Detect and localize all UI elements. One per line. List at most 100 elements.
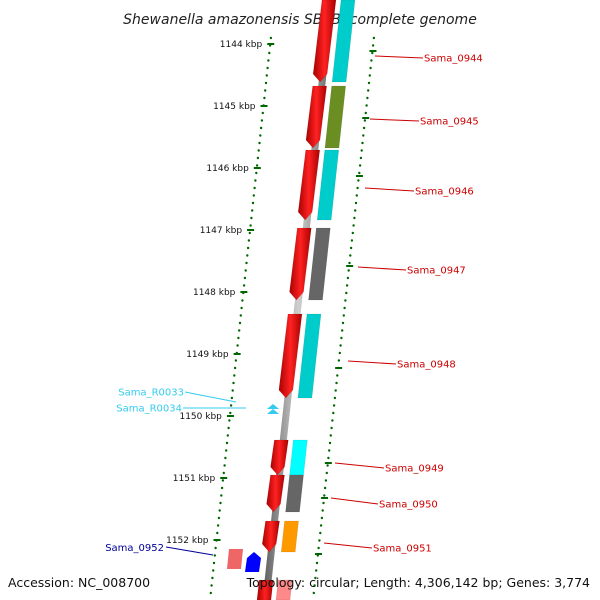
gc-dot-left [244, 269, 247, 272]
gc-dot-right [367, 89, 370, 92]
gene-label[interactable]: Sama_0950 [379, 500, 438, 511]
gc-dot-right [333, 396, 337, 400]
gc-dot-left [252, 194, 255, 197]
gc-dot-right [368, 74, 371, 77]
gc-dot-left [223, 464, 226, 467]
gene-class-block[interactable] [275, 579, 293, 600]
gc-dot-left [266, 66, 269, 70]
ruler-tick-label: 1148 kbp [193, 288, 236, 298]
gc-dot-right [331, 419, 334, 422]
cds-reverse-arrow[interactable] [245, 552, 261, 572]
gc-dot-right [324, 479, 328, 482]
gc-dot-right [351, 231, 354, 235]
cds-forward-arrow[interactable] [266, 474, 285, 513]
gc-dot-right [353, 216, 356, 220]
gc-dot-left [238, 321, 242, 325]
gc-dot-right [328, 441, 332, 445]
cds-forward-arrow[interactable] [256, 579, 274, 600]
cds-reverse-block[interactable] [227, 549, 243, 569]
gc-dot-left [214, 546, 217, 550]
gene-class-block[interactable] [324, 85, 346, 149]
gc-dot-right [356, 186, 359, 190]
gc-dot-right [354, 209, 357, 212]
gc-dot-left [253, 186, 256, 190]
cds-forward-arrow[interactable] [305, 85, 327, 149]
gc-dot-left [254, 179, 257, 182]
gene-leader-line [334, 462, 385, 469]
gene-leader-line [323, 542, 373, 549]
gc-dot-right [342, 314, 345, 317]
gene-label[interactable]: Sama_0951 [373, 544, 432, 555]
gc-dot-left [218, 509, 221, 512]
gene-label[interactable]: Sama_0945 [420, 117, 479, 128]
cds-forward-arrow[interactable] [278, 313, 303, 399]
gc-dot-left [234, 359, 238, 362]
gc-dot-right [346, 276, 350, 280]
gc-dot-right [348, 261, 351, 265]
gc-dot-right [349, 254, 352, 257]
gc-dot-left [255, 164, 259, 167]
gc-dot-left [250, 216, 253, 220]
gene-label[interactable]: Sama_0946 [415, 187, 474, 198]
gc-dot-left [233, 366, 237, 370]
ruler-tick-label: 1152 kbp [166, 536, 209, 546]
gene-label[interactable]: Sama_0947 [407, 266, 466, 277]
gene-leader-line [369, 118, 420, 122]
gc-dot-right [371, 44, 375, 47]
gc-dot-left [258, 141, 261, 145]
gc-dot-right [320, 516, 324, 520]
gene-class-block[interactable] [316, 149, 340, 221]
gc-dot-right [345, 291, 348, 295]
gc-dot-left [269, 36, 273, 40]
gc-dot-left [212, 569, 215, 572]
gc-dot-right [352, 224, 355, 227]
rna-label[interactable]: Sama_R0033 [118, 388, 184, 399]
gene-class-block[interactable] [308, 227, 331, 301]
gc-dot-right [332, 404, 336, 407]
gc-dot-left [236, 344, 239, 347]
rna-label[interactable]: Sama_R0034 [116, 404, 182, 415]
gc-dot-left [228, 419, 231, 422]
gc-dot-right [372, 36, 376, 40]
cds-forward-arrow[interactable] [289, 227, 312, 301]
gc-dot-right [357, 179, 360, 182]
cds-forward-arrow[interactable] [270, 439, 289, 476]
gc-dot-right [329, 434, 332, 437]
gene-class-block[interactable] [289, 439, 308, 476]
gc-dot-left [225, 449, 228, 452]
gc-dot-right [358, 171, 361, 175]
gene-class-block[interactable] [297, 313, 322, 399]
gc-dot-left [246, 246, 250, 250]
gc-dot-right [359, 156, 363, 160]
gc-dot-right [339, 344, 342, 347]
gene-leader-line [357, 266, 407, 271]
gene-tracks [227, 0, 356, 600]
gc-dot-left [251, 209, 254, 212]
ruler-tick-label: 1147 kbp [200, 226, 243, 236]
gc-dot-left [213, 554, 216, 557]
gc-dot-right [366, 96, 369, 100]
gc-dot-left [264, 89, 267, 92]
gene-class-block[interactable] [285, 474, 304, 513]
cds-forward-arrow[interactable] [312, 0, 337, 83]
gc-dot-left [225, 441, 229, 445]
gene-leader-line [165, 546, 214, 556]
ruler-tick-label: 1145 kbp [213, 102, 256, 112]
gene-label[interactable]: Sama_0952 [105, 543, 164, 554]
gc-dot-left [221, 479, 225, 482]
cds-forward-arrow[interactable] [261, 520, 280, 553]
gc-dot-left [251, 201, 255, 205]
gc-dot-right [327, 456, 330, 460]
gene-class-block[interactable] [280, 520, 299, 553]
gc-dot-right [338, 351, 341, 355]
ruler-tick-label: 1146 kbp [206, 164, 249, 174]
gene-label[interactable]: Sama_0949 [385, 464, 444, 475]
gene-label[interactable]: Sama_0944 [424, 54, 483, 65]
gc-dot-right [354, 201, 358, 205]
gene-label[interactable]: Sama_0948 [397, 360, 456, 371]
rna-marker[interactable] [267, 404, 279, 414]
gc-dot-right [318, 539, 321, 542]
gc-dot-right [347, 269, 350, 272]
gene-class-block[interactable] [331, 0, 356, 83]
cds-forward-arrow[interactable] [297, 149, 321, 221]
